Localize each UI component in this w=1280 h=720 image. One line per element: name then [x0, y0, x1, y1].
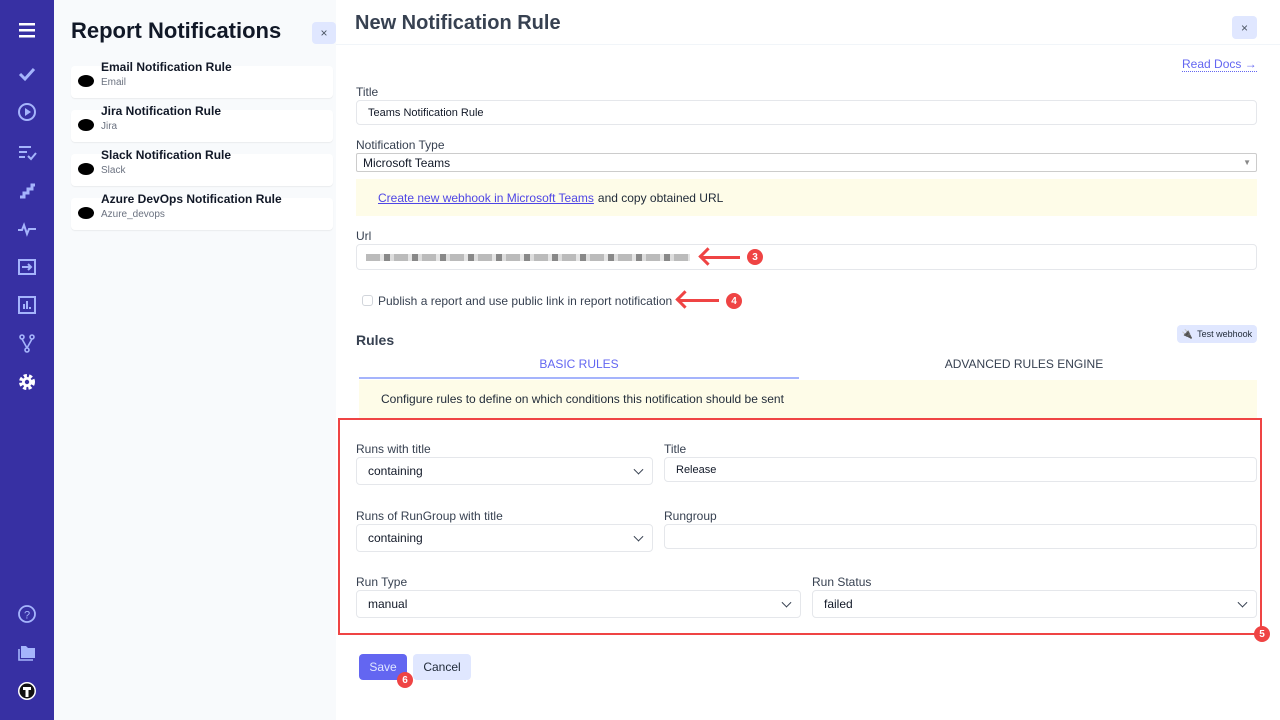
pulse-icon[interactable]	[15, 217, 39, 241]
import-icon[interactable]	[15, 255, 39, 279]
item-subtitle: Email	[101, 77, 127, 88]
item-title: Email Notification Rule	[101, 60, 232, 74]
close-form-button[interactable]: ×	[1232, 16, 1257, 39]
chart-icon[interactable]	[15, 293, 39, 317]
run-type-select[interactable]: manual	[356, 590, 801, 618]
list-item[interactable]: Jira Notification Rule Jira	[71, 104, 333, 142]
annotation-highlight-box	[338, 418, 1262, 635]
left-panel: Report Notifications × Email Notificatio…	[54, 0, 336, 720]
rungroup-operator-select[interactable]: containing	[356, 524, 653, 552]
form-heading: New Notification Rule	[355, 12, 561, 34]
test-webhook-button[interactable]: 🔌 Test webhook	[1177, 325, 1257, 343]
play-icon[interactable]	[15, 100, 39, 124]
item-subtitle: Azure_devops	[101, 209, 165, 220]
title-input[interactable]: Teams Notification Rule	[356, 100, 1257, 125]
webhook-note: Create new webhook in Microsoft Teams and…	[356, 179, 1257, 216]
tab-basic-rules[interactable]: BASIC RULES	[359, 352, 799, 379]
runs-title-operator-select[interactable]: containing	[356, 457, 653, 485]
avatar-icon[interactable]	[15, 679, 39, 703]
steps-icon[interactable]	[15, 178, 39, 202]
check-icon[interactable]	[15, 62, 39, 86]
item-title: Azure DevOps Notification Rule	[101, 192, 282, 206]
publish-checkbox[interactable]	[362, 295, 373, 306]
run-status-label: Run Status	[812, 575, 872, 589]
title-label: Title	[356, 85, 379, 99]
url-label: Url	[356, 229, 372, 243]
item-title: Jira Notification Rule	[101, 104, 222, 118]
run-status-select[interactable]: failed	[812, 590, 1257, 618]
rungroup-label: Rungroup	[664, 509, 717, 523]
header-divider	[336, 44, 1280, 45]
list-item[interactable]: Slack Notification Rule Slack	[71, 148, 333, 186]
read-docs-link[interactable]: Read Docs →	[1182, 57, 1257, 72]
item-subtitle: Jira	[101, 121, 118, 132]
runs-title-op-value: containing	[368, 464, 423, 478]
list-item[interactable]: Azure DevOps Notification Rule Azure_devo…	[71, 192, 333, 230]
annotation-badge-4: 4	[726, 293, 742, 309]
run-status-value: failed	[824, 597, 853, 611]
rules-heading: Rules	[356, 332, 395, 348]
runs-title-label: Runs with title	[356, 442, 431, 456]
chat-bubble-icon	[78, 207, 94, 219]
chat-bubble-icon	[78, 119, 94, 131]
annotation-arrow	[702, 256, 740, 259]
gear-icon[interactable]	[15, 370, 39, 394]
chat-bubble-icon	[78, 75, 94, 87]
run-type-value: manual	[368, 597, 408, 611]
annotation-arrow	[679, 299, 719, 302]
item-subtitle: Slack	[101, 165, 126, 176]
folder-icon[interactable]	[15, 640, 39, 664]
run-type-label: Run Type	[356, 575, 408, 589]
rules-note: Configure rules to define on which condi…	[359, 380, 1257, 418]
help-icon[interactable]: ?	[15, 602, 39, 626]
item-title: Slack Notification Rule	[101, 148, 232, 162]
tab-advanced-rules[interactable]: ADVANCED RULES ENGINE	[944, 357, 1104, 371]
redacted-url	[366, 254, 690, 261]
list-check-icon[interactable]	[15, 140, 39, 164]
run-title-input[interactable]: Release	[664, 457, 1257, 482]
type-value: Microsoft Teams	[363, 155, 451, 170]
svg-text:?: ?	[24, 610, 30, 622]
title2-label: Title	[664, 442, 687, 456]
panel-title: Report Notifications	[71, 18, 282, 43]
rule-form-panel: New Notification Rule × Read Docs → Titl…	[336, 0, 1280, 720]
rungroup-title-label: Runs of RunGroup with title	[356, 509, 503, 523]
rungroup-op-value: containing	[368, 531, 423, 545]
rungroup-input[interactable]	[664, 524, 1257, 549]
chat-bubble-icon	[78, 163, 94, 175]
notification-type-select[interactable]: Microsoft Teams ▼	[356, 153, 1257, 172]
annotation-badge-6: 6	[397, 672, 413, 688]
webhook-note-text: and copy obtained URL	[597, 190, 724, 205]
list-item[interactable]: Email Notification Rule Email	[71, 60, 333, 98]
annotation-badge-3: 3	[747, 249, 763, 265]
plug-icon: 🔌	[1181, 328, 1194, 339]
dropdown-arrow-icon: ▼	[1243, 158, 1251, 167]
test-webhook-label: Test webhook	[1197, 329, 1253, 339]
type-label: Notification Type	[356, 138, 445, 152]
nav-sidebar: ?	[0, 0, 54, 720]
menu-icon[interactable]	[15, 18, 39, 42]
create-webhook-link[interactable]: Create new webhook in Microsoft Teams	[378, 190, 594, 205]
cancel-button[interactable]: Cancel	[413, 654, 471, 680]
annotation-badge-5: 5	[1254, 626, 1270, 642]
close-panel-button[interactable]: ×	[312, 22, 336, 44]
branch-icon[interactable]	[15, 331, 39, 355]
publish-label: Publish a report and use public link in …	[378, 294, 673, 308]
